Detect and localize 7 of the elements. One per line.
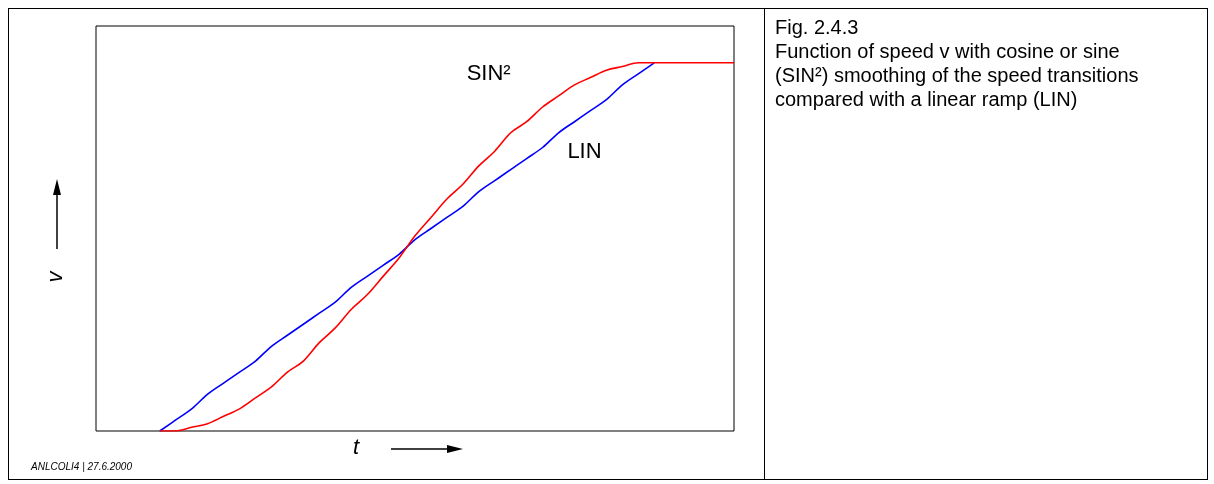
x-axis-title: t <box>353 434 360 460</box>
text: ANLCOLI4 | 27.6.2000 <box>31 461 132 472</box>
text: Fig. 2.4.3 <box>775 15 860 39</box>
text: Function of speed v with cosine or sine (SIN²) smoothing of the speed transitions compared with a linear ramp (LIN) <box>775 39 1140 111</box>
series-label: SIN² <box>466 59 511 85</box>
series-label: LIN <box>567 137 602 163</box>
y-axis-title: v <box>41 271 68 283</box>
